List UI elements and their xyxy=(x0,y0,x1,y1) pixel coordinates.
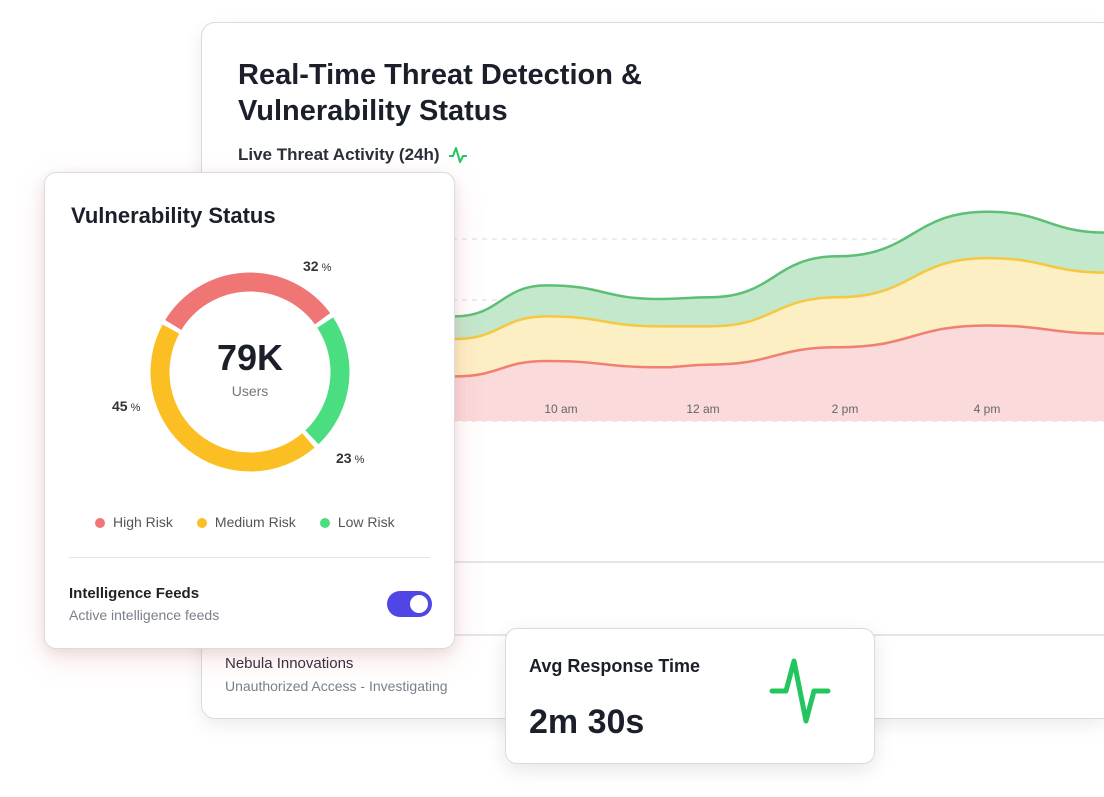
divider xyxy=(69,557,430,558)
total-users-label: Users xyxy=(231,383,269,399)
toggle-knob xyxy=(410,595,428,613)
donut-segment-high-risk[interactable] xyxy=(165,272,331,331)
subtitle-text: Live Threat Activity (24h) xyxy=(238,145,440,164)
chart-subtitle: Live Threat Activity (24h) xyxy=(238,145,468,165)
total-users: 79K xyxy=(216,337,284,378)
incident-status: Unauthorized Access - Investigating xyxy=(225,678,448,694)
pulse-icon xyxy=(769,658,831,724)
response-time-card: Avg Response Time 2m 30s xyxy=(505,628,875,764)
pct-high: 32% xyxy=(303,258,332,274)
pct-low: 23% xyxy=(336,450,365,466)
feeds-title: Intelligence Feeds xyxy=(69,585,200,602)
page-title: Real-Time Threat Detection & Vulnerabili… xyxy=(238,59,642,127)
x-tick-label: 12 am xyxy=(686,402,719,416)
x-tick-label: 4 pm xyxy=(974,402,1001,416)
response-title: Avg Response Time xyxy=(529,656,701,676)
divider xyxy=(202,561,1104,563)
pulse-icon xyxy=(448,147,467,163)
vulnerability-donut xyxy=(150,272,350,472)
legend-low: Low Risk xyxy=(319,514,395,530)
x-tick-label: 10 am xyxy=(544,402,577,416)
donut-segment-medium-risk[interactable] xyxy=(150,324,315,472)
legend-medium: Medium Risk xyxy=(196,514,296,530)
x-tick-label: 2 pm xyxy=(832,402,859,416)
pct-medium: 45% xyxy=(112,398,141,414)
response-value: 2m 30s xyxy=(529,703,645,741)
donut-legend: High Risk Medium Risk Low Risk xyxy=(95,514,395,530)
donut-segment-low-risk[interactable] xyxy=(305,317,350,445)
feeds-toggle[interactable] xyxy=(387,591,432,617)
vulnerability-card: Vulnerability Status 32% 45% 23% 79K Use… xyxy=(44,172,455,649)
incident-company[interactable]: Nebula Innovations xyxy=(225,655,354,672)
feeds-subtitle: Active intelligence feeds xyxy=(69,607,220,623)
legend-high: High Risk xyxy=(95,514,173,530)
vulnerability-title: Vulnerability Status xyxy=(71,203,276,228)
